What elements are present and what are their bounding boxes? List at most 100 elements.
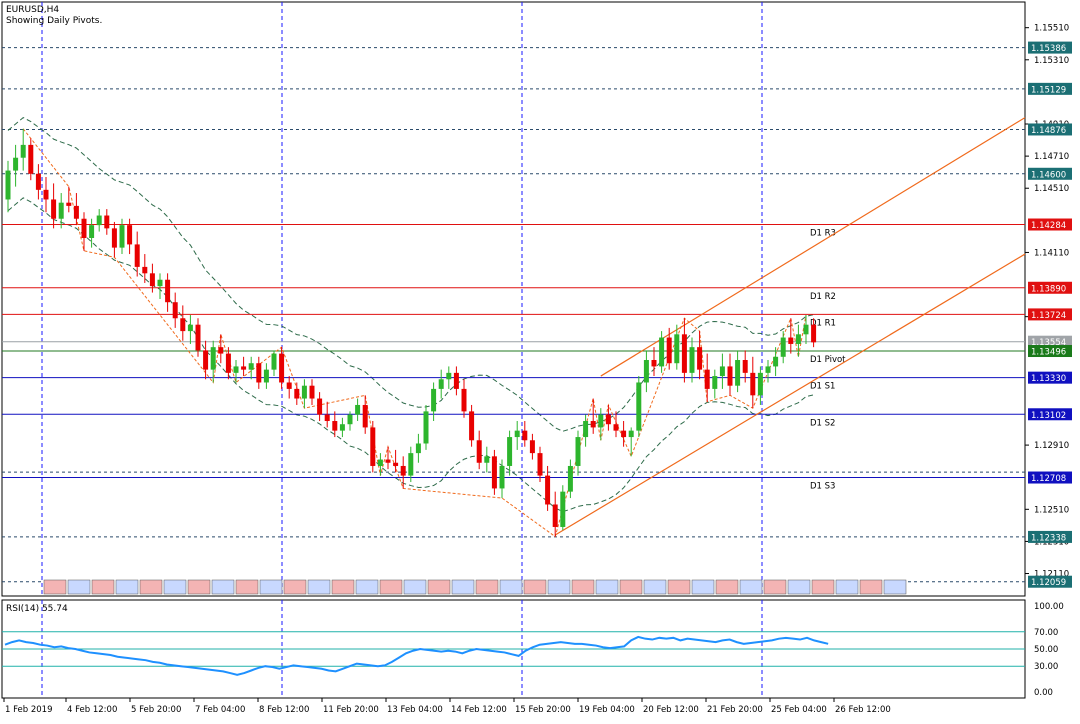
candle-body[interactable]	[461, 388, 467, 412]
candle-body[interactable]	[393, 462, 399, 466]
candle-body[interactable]	[469, 411, 475, 441]
candle-body[interactable]	[66, 202, 72, 206]
candle-body[interactable]	[172, 302, 178, 319]
candle-body[interactable]	[210, 347, 216, 370]
candle-body[interactable]	[415, 443, 421, 454]
candle-body[interactable]	[605, 414, 611, 425]
candle-body[interactable]	[583, 421, 589, 438]
candle-body[interactable]	[484, 456, 490, 463]
candle-body[interactable]	[400, 465, 406, 476]
candle-body[interactable]	[507, 437, 513, 466]
candle-body[interactable]	[332, 421, 338, 431]
candle-body[interactable]	[195, 324, 201, 351]
channel-upper-line[interactable]	[600, 117, 1026, 377]
candle-body[interactable]	[529, 440, 535, 454]
candle-body[interactable]	[73, 205, 79, 219]
candle-body[interactable]	[355, 404, 361, 415]
candle-body[interactable]	[446, 372, 452, 380]
candle-body[interactable]	[567, 465, 573, 492]
candle-body[interactable]	[347, 414, 353, 425]
candle-body[interactable]	[317, 398, 323, 415]
candle-body[interactable]	[621, 430, 627, 438]
candle-body[interactable]	[491, 456, 497, 489]
candle-body[interactable]	[362, 404, 368, 428]
rsi-panel[interactable]: 100.00 70.00 50.00 30.00 0.00	[2, 602, 1064, 698]
candle-body[interactable]	[157, 279, 163, 287]
candle-body[interactable]	[575, 437, 581, 466]
candle-body[interactable]	[598, 414, 604, 428]
candle-body[interactable]	[651, 360, 657, 367]
candle-body[interactable]	[628, 430, 634, 438]
candle-body[interactable]	[233, 366, 239, 373]
candle-body[interactable]	[438, 379, 444, 389]
candle-body[interactable]	[5, 170, 11, 200]
candle-body[interactable]	[149, 273, 155, 287]
candle-body[interactable]	[180, 318, 186, 332]
candle-body[interactable]	[294, 388, 300, 399]
candle-body[interactable]	[613, 424, 619, 431]
candle-body[interactable]	[780, 337, 786, 357]
candle-body[interactable]	[301, 385, 307, 399]
candle-body[interactable]	[324, 414, 330, 422]
candle-body[interactable]	[218, 347, 224, 354]
candlestick-series[interactable]	[5, 128, 817, 537]
candle-body[interactable]	[757, 372, 763, 396]
price-axis[interactable]: 1.155101.153101.149101.147101.145101.141…	[1025, 24, 1069, 580]
candle-body[interactable]	[727, 366, 733, 386]
candle-body[interactable]	[28, 144, 34, 174]
candle-body[interactable]	[127, 225, 133, 245]
candle-body[interactable]	[765, 366, 771, 373]
candle-body[interactable]	[309, 385, 315, 399]
candle-body[interactable]	[659, 337, 665, 367]
time-axis[interactable]: 1 Feb 2019 4 Feb 12:00 5 Feb 20:00 7 Feb 04…	[3, 698, 891, 715]
candle-body[interactable]	[735, 360, 741, 386]
candle-body[interactable]	[643, 360, 649, 383]
candle-body[interactable]	[681, 334, 687, 373]
candle-body[interactable]	[545, 475, 551, 505]
candle-body[interactable]	[51, 199, 57, 219]
candle-body[interactable]	[674, 334, 680, 364]
candle-body[interactable]	[689, 347, 695, 373]
candle-body[interactable]	[81, 218, 87, 238]
candle-body[interactable]	[225, 353, 231, 373]
candle-body[interactable]	[20, 144, 26, 158]
candle-body[interactable]	[552, 504, 558, 527]
candle-body[interactable]	[750, 372, 756, 396]
candle-body[interactable]	[279, 353, 285, 383]
candle-body[interactable]	[35, 173, 41, 190]
candle-body[interactable]	[719, 366, 725, 377]
candle-body[interactable]	[43, 189, 49, 200]
candle-body[interactable]	[803, 324, 809, 335]
candle-body[interactable]	[89, 225, 95, 238]
candle-body[interactable]	[590, 421, 596, 428]
candle-body[interactable]	[385, 459, 391, 463]
candle-body[interactable]	[271, 353, 277, 370]
candle-body[interactable]	[408, 453, 414, 476]
candle-body[interactable]	[537, 453, 543, 476]
candle-body[interactable]	[697, 347, 703, 370]
candle-body[interactable]	[241, 366, 247, 370]
rsi-line[interactable]	[4, 635, 829, 676]
candle-body[interactable]	[286, 382, 292, 389]
candle-body[interactable]	[142, 266, 148, 274]
candle-body[interactable]	[423, 411, 429, 444]
candle-body[interactable]	[522, 430, 528, 441]
trend-channel[interactable]	[554, 117, 1026, 536]
candle-body[interactable]	[499, 465, 505, 489]
candle-body[interactable]	[811, 324, 817, 343]
candle-body[interactable]	[111, 228, 117, 248]
candle-body[interactable]	[704, 369, 710, 389]
candle-body[interactable]	[636, 382, 642, 431]
candle-body[interactable]	[742, 360, 748, 373]
candle-body[interactable]	[13, 157, 19, 171]
channel-lower-line[interactable]	[554, 253, 1026, 536]
candle-body[interactable]	[712, 376, 718, 389]
candle-body[interactable]	[666, 337, 672, 364]
candle-body[interactable]	[788, 337, 794, 344]
candle-body[interactable]	[476, 440, 482, 463]
candle-body[interactable]	[431, 388, 437, 412]
candle-body[interactable]	[773, 356, 779, 367]
candle-body[interactable]	[256, 363, 262, 383]
candle-body[interactable]	[187, 324, 193, 332]
